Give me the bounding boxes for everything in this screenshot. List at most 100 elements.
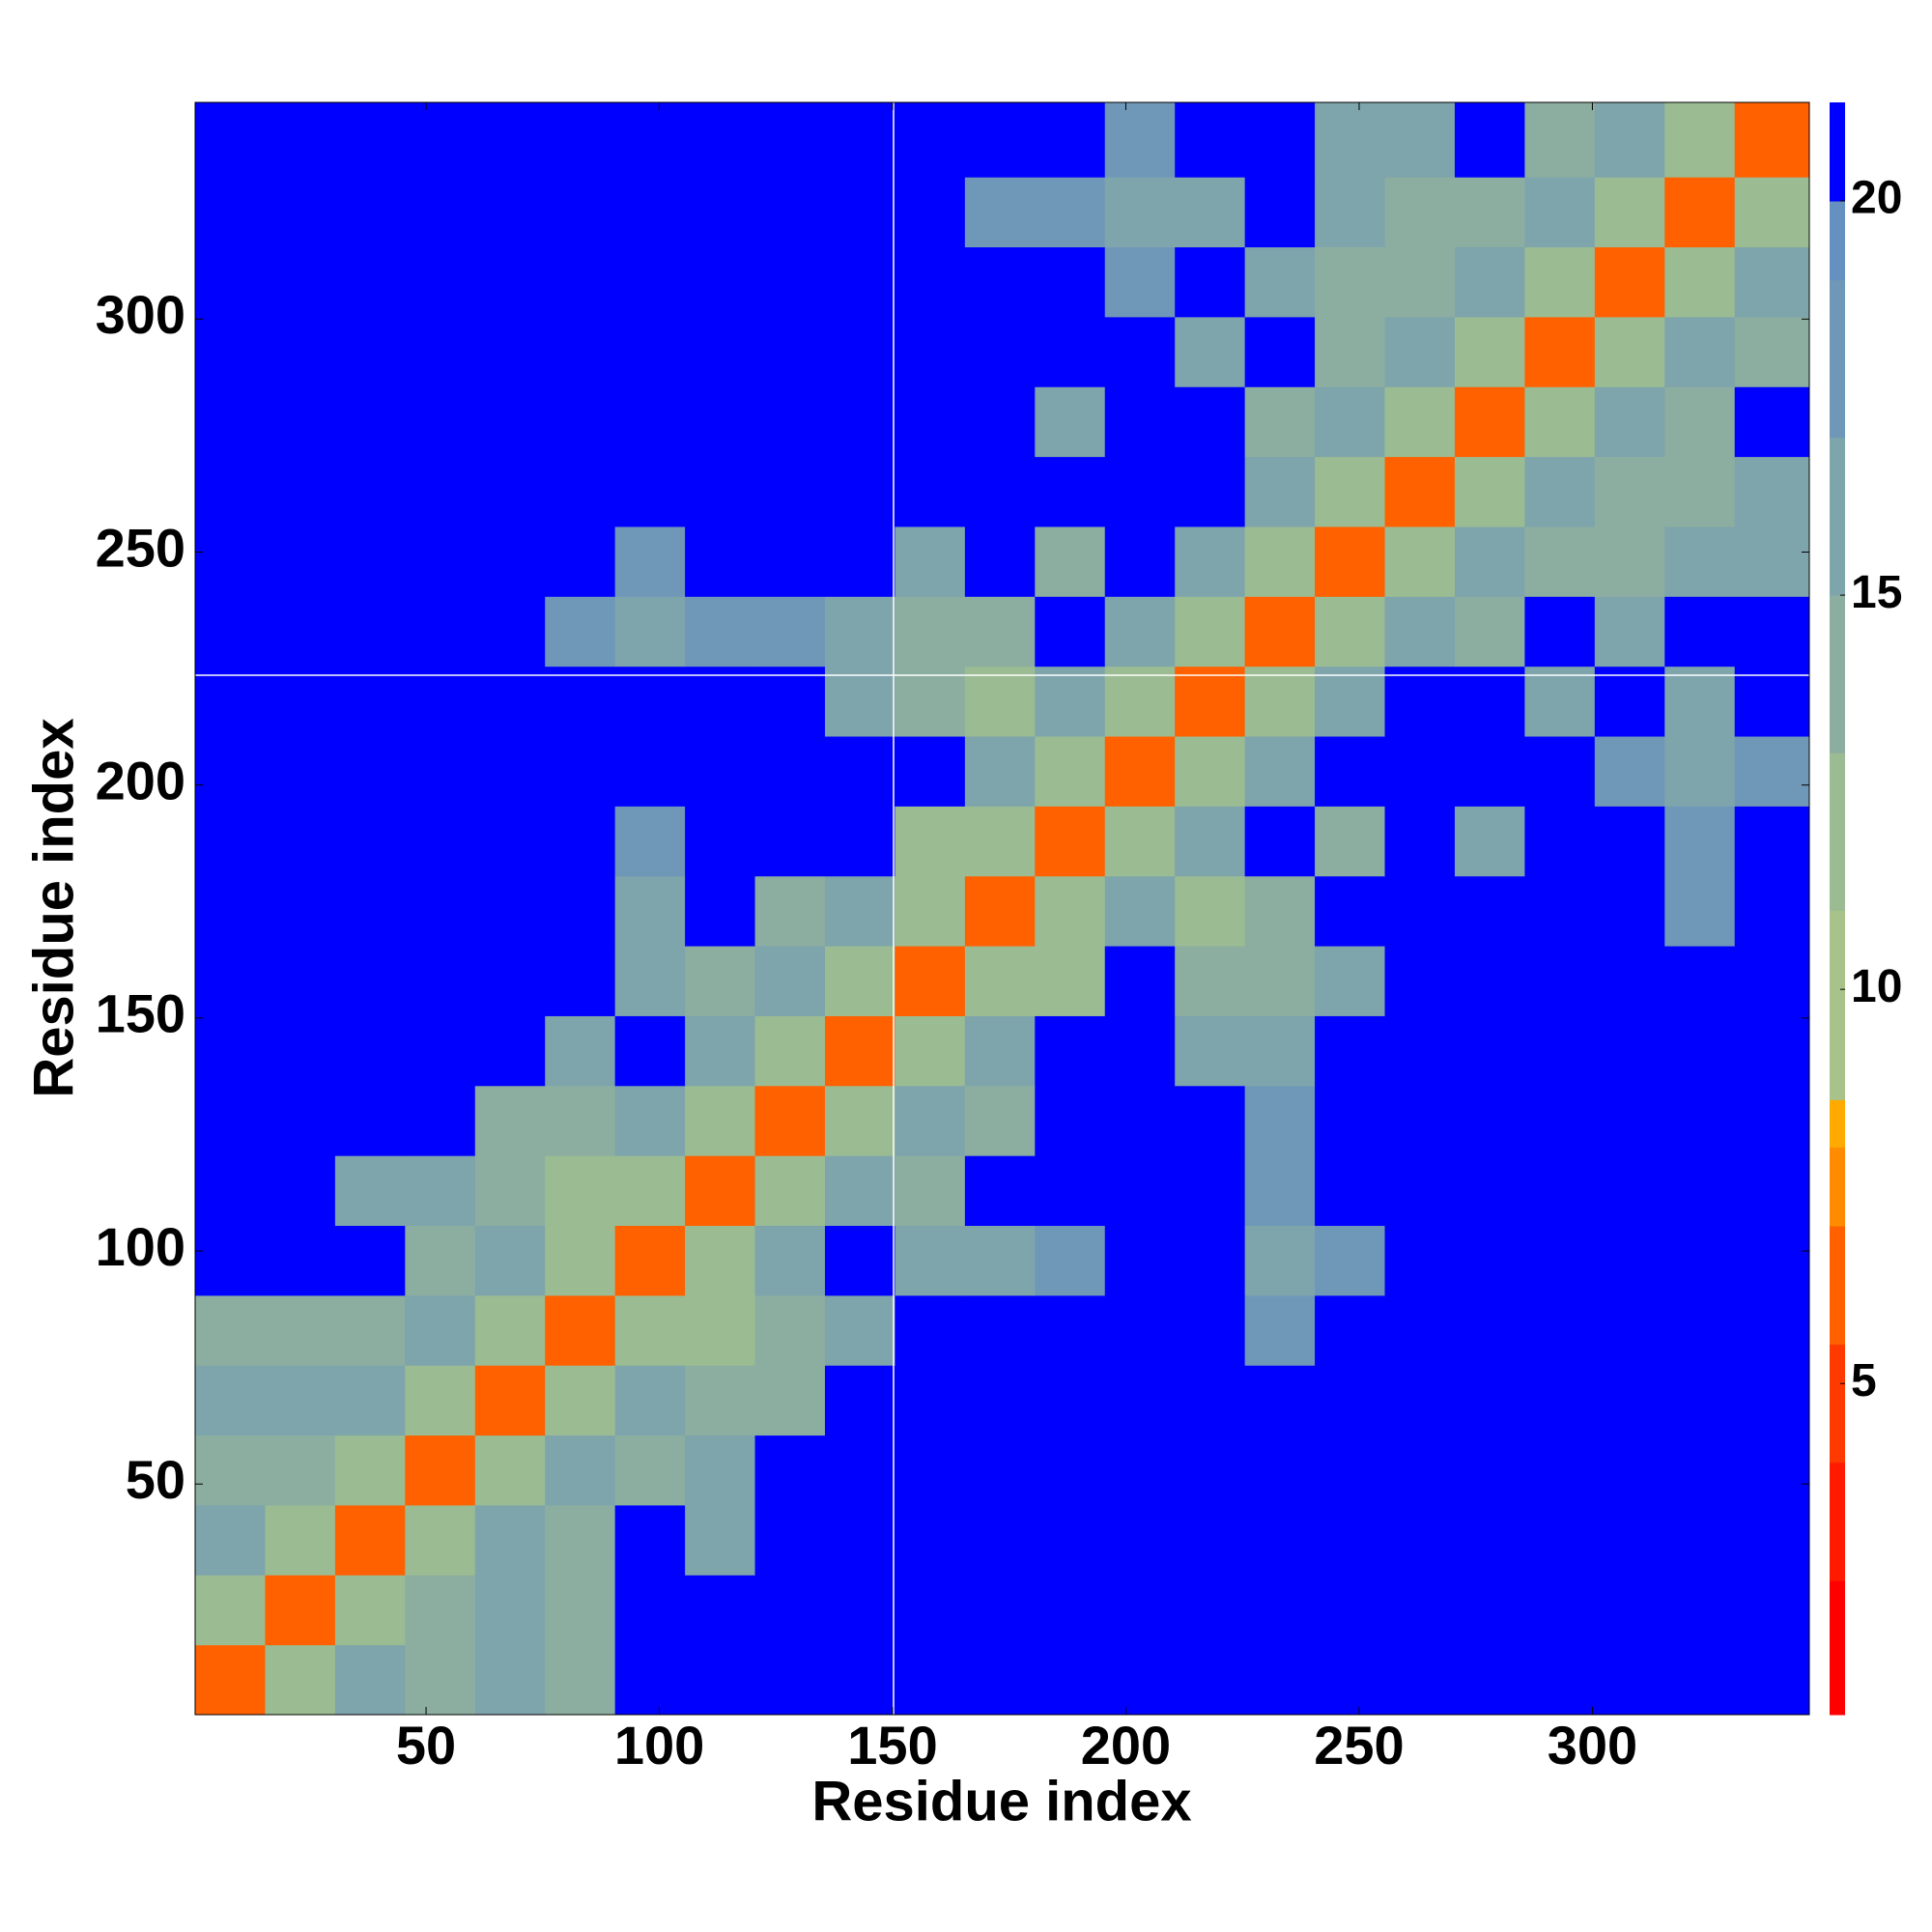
heatmap-cell	[545, 736, 616, 807]
heatmap-cell	[824, 596, 895, 668]
colorbar-tick-label: 5	[1851, 1355, 1877, 1406]
heatmap-cell	[1244, 456, 1316, 527]
heatmap-cell	[405, 1294, 476, 1366]
colorbar-segment	[1830, 1225, 1845, 1345]
heatmap-cell	[1524, 806, 1596, 877]
heatmap-cell	[1315, 177, 1386, 248]
heatmap-cell	[824, 1365, 895, 1436]
heatmap-cell	[1664, 736, 1736, 807]
heatmap-cell	[1175, 1225, 1246, 1296]
heatmap-cell	[1104, 1155, 1176, 1227]
heatmap-cell	[474, 102, 546, 178]
heatmap-cell	[1734, 1225, 1810, 1296]
heatmap-cell	[195, 1644, 266, 1716]
heatmap-cell	[1594, 875, 1665, 947]
heatmap-cell	[195, 386, 266, 458]
heatmap-cell	[1524, 1504, 1596, 1576]
heatmap-cell	[614, 386, 686, 458]
heatmap-cell	[1244, 177, 1316, 248]
colorbar-segment	[1830, 201, 1845, 281]
colorbar-segment	[1830, 102, 1845, 202]
heatmap-cell	[964, 596, 1036, 668]
heatmap-cell	[545, 246, 616, 318]
heatmap-cell	[1454, 666, 1525, 737]
heatmap-cell	[1664, 246, 1736, 318]
heatmap-cell	[545, 1155, 616, 1227]
y-tick-label: 300	[96, 284, 185, 345]
heatmap-cell	[685, 1644, 756, 1716]
heatmap-cell	[1384, 875, 1456, 947]
heatmap-cell	[1315, 1225, 1386, 1296]
heatmap-cell	[474, 456, 546, 527]
heatmap-cell	[895, 946, 966, 1016]
heatmap-cell	[1454, 1435, 1525, 1506]
x-tick-label: 300	[1548, 1715, 1637, 1776]
heatmap-cell	[1384, 736, 1456, 807]
heatmap-cell	[265, 1015, 336, 1087]
heatmap-cell	[1664, 1575, 1736, 1646]
heatmap-cell	[265, 1155, 336, 1227]
heatmap-cell	[964, 316, 1036, 387]
heatmap-cell	[614, 526, 686, 597]
heatmap-cell	[1315, 1015, 1386, 1087]
heatmap-cell	[265, 666, 336, 737]
heatmap-cell	[685, 177, 756, 248]
heatmap-cell	[1104, 1504, 1176, 1576]
heatmap-cell	[824, 1435, 895, 1506]
heatmap-cell	[334, 666, 406, 737]
heatmap-cell	[405, 1575, 476, 1646]
heatmap-cell	[1384, 456, 1456, 527]
heatmap-cell	[334, 946, 406, 1016]
heatmap-cell	[265, 596, 336, 668]
heatmap-cell	[1734, 736, 1810, 807]
heatmap-cell	[614, 1294, 686, 1366]
heatmap-cell	[754, 1435, 826, 1506]
heatmap-cell	[1524, 1294, 1596, 1366]
heatmap-cell	[1734, 1085, 1810, 1156]
heatmap-cell	[265, 1644, 336, 1716]
heatmap-cell	[1244, 1435, 1316, 1506]
heatmap-cell	[1035, 246, 1106, 318]
colorbar-segment	[1830, 753, 1845, 912]
heatmap-cell	[1175, 102, 1246, 178]
heatmap-cell	[1384, 316, 1456, 387]
heatmap-cell	[545, 1575, 616, 1646]
heatmap-cell	[1664, 1644, 1736, 1716]
heatmap-cell	[1315, 1085, 1386, 1156]
heatmap-cell	[1175, 316, 1246, 387]
heatmap-cell	[1244, 1085, 1316, 1156]
heatmap-cell	[754, 736, 826, 807]
heatmap-cell	[1175, 596, 1246, 668]
heatmap-cell	[1175, 1365, 1246, 1436]
heatmap-cell	[895, 1015, 966, 1087]
heatmap-cell	[195, 177, 266, 248]
plot-frame	[194, 101, 1810, 1716]
heatmap-cell	[964, 1504, 1036, 1576]
heatmap-cell	[1734, 596, 1810, 668]
heatmap-cell	[1104, 456, 1176, 527]
heatmap-cell	[895, 1155, 966, 1227]
heatmap-cell	[1384, 1294, 1456, 1366]
heatmap-cell	[824, 316, 895, 387]
heatmap-cell	[334, 806, 406, 877]
heatmap-cell	[685, 1294, 756, 1366]
colorbar-tick-label: 10	[1851, 961, 1902, 1012]
heatmap-cell	[614, 596, 686, 668]
heatmap-cell	[1104, 806, 1176, 877]
heatmap-cell	[1315, 1504, 1386, 1576]
colorbar-segment	[1830, 1099, 1845, 1148]
heatmap-cell	[895, 806, 966, 877]
heatmap-cell	[754, 666, 826, 737]
heatmap-cell	[685, 1225, 756, 1296]
heatmap-cell	[265, 246, 336, 318]
heatmap-cell	[1524, 596, 1596, 668]
heatmap-cell	[405, 1365, 476, 1436]
heatmap-cell	[334, 1085, 406, 1156]
heatmap-cell	[1594, 1435, 1665, 1506]
heatmap-cell	[964, 456, 1036, 527]
heatmap-cell	[405, 456, 476, 527]
heatmap-cell	[1454, 102, 1525, 178]
heatmap-cell	[964, 1085, 1036, 1156]
heatmap-cell	[1454, 1504, 1525, 1576]
heatmap-cell	[754, 875, 826, 947]
